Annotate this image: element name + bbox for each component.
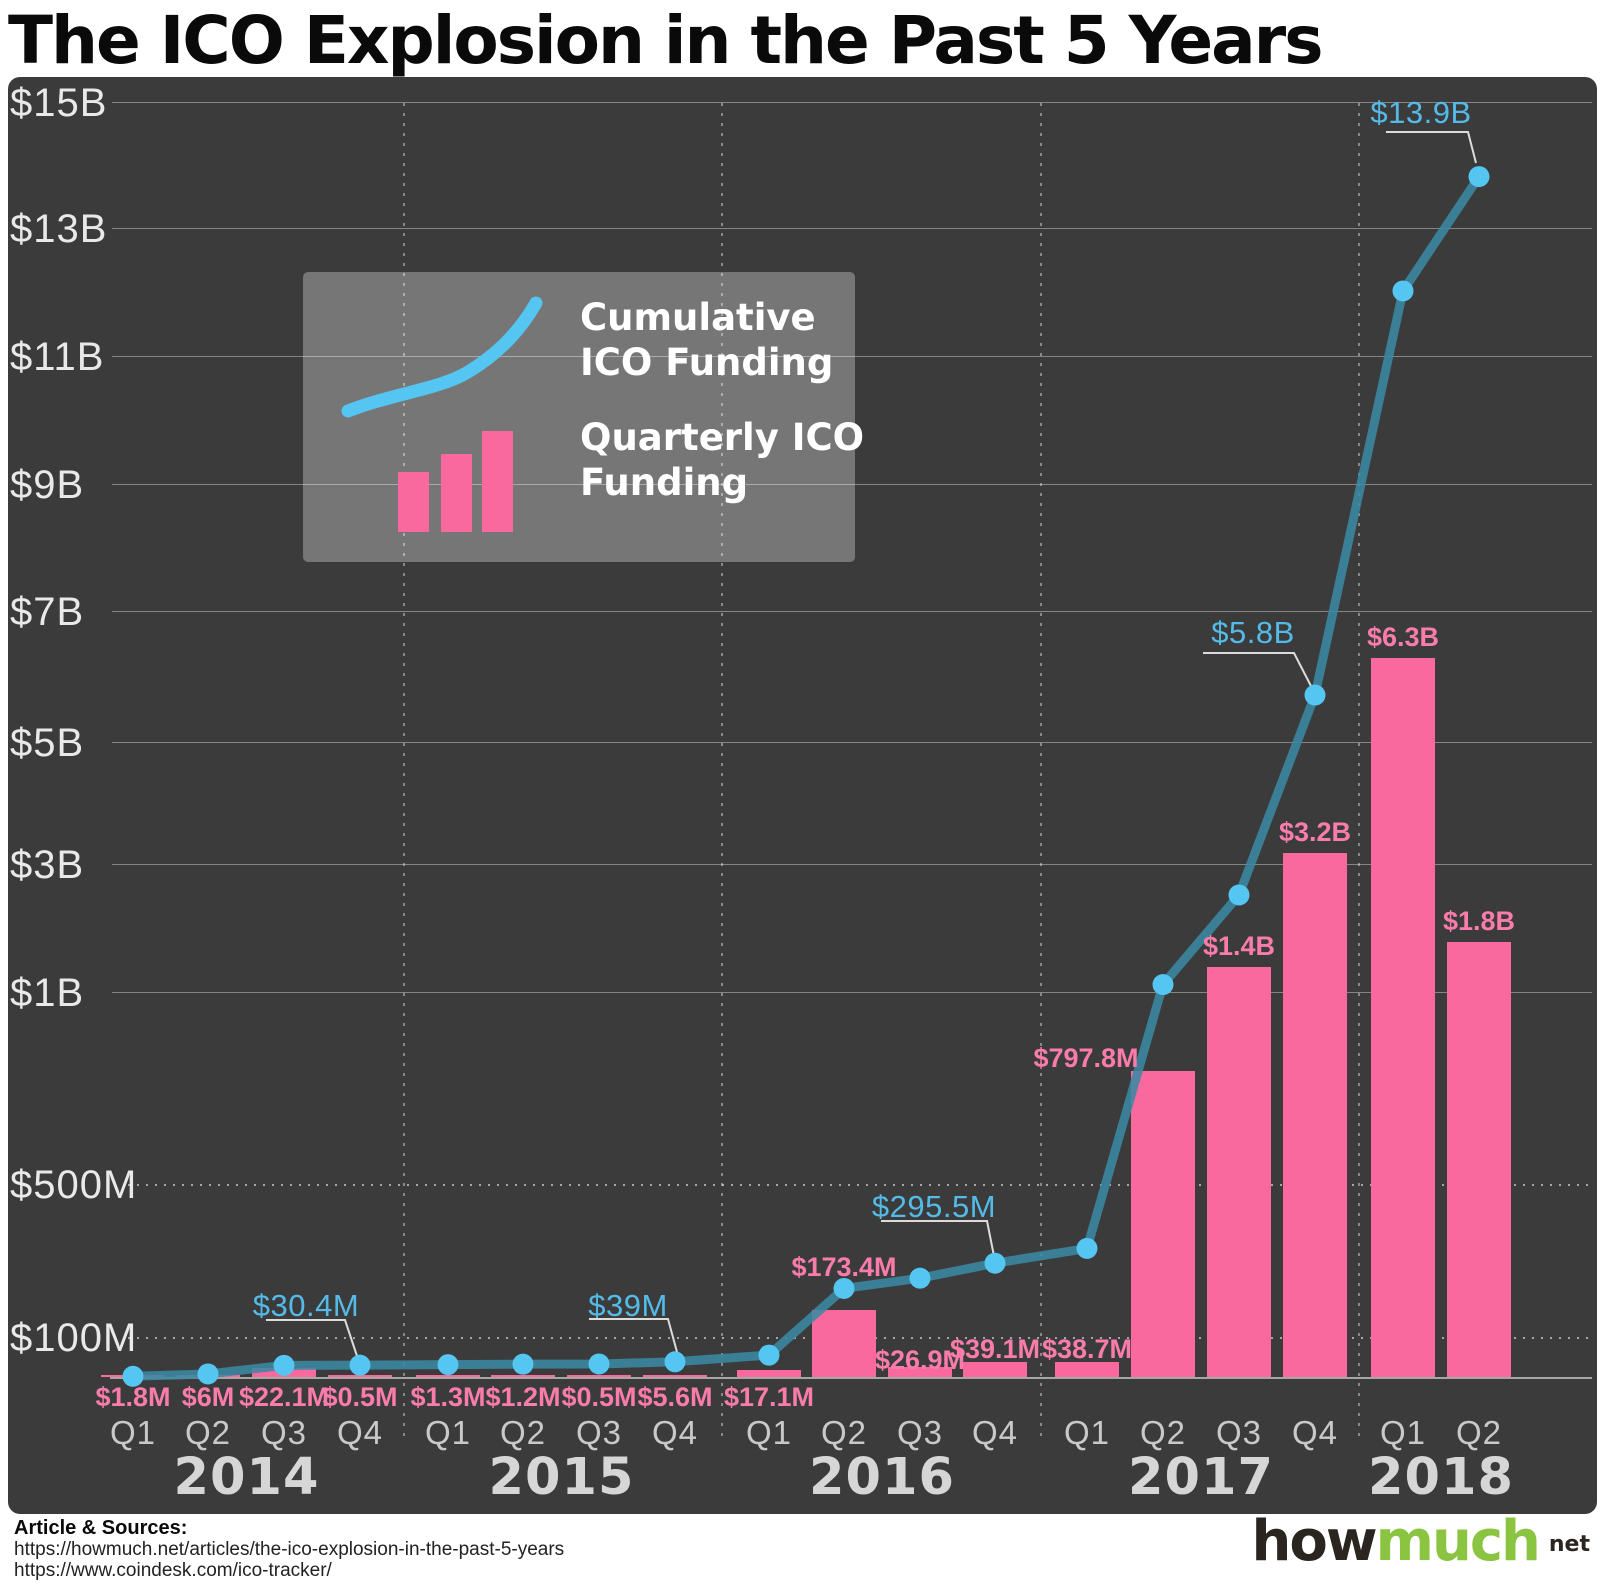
bar-$17.1M xyxy=(737,1370,801,1377)
bar-$173.4M xyxy=(812,1309,876,1377)
year-separator xyxy=(1358,103,1360,1442)
gridline-$3B xyxy=(112,864,1592,865)
x-axis-quarter-label: Q1 xyxy=(424,1414,472,1451)
logo-net: net xyxy=(1548,1532,1590,1557)
bar-$1.4B xyxy=(1207,967,1271,1377)
logo-how: how xyxy=(1251,1509,1378,1574)
sources-block: Article & Sources: https://howmuch.net/a… xyxy=(14,1517,565,1582)
y-axis-tick-label: $9B xyxy=(10,463,85,507)
page-title: The ICO Explosion in the Past 5 Years xyxy=(8,2,1323,79)
quarterly-bars-icon xyxy=(398,472,429,532)
y-axis-tick-label: $1B xyxy=(10,971,85,1015)
x-axis-quarter-label: Q3 xyxy=(896,1414,944,1451)
bar-value-label: $22.1M xyxy=(238,1382,330,1412)
x-axis-quarter-label: Q1 xyxy=(109,1414,157,1451)
bar-value-label: $797.8M xyxy=(1033,1042,1139,1073)
y-axis-tick-label: $5B xyxy=(10,721,85,765)
bar-value-label: $3.2B xyxy=(1278,816,1352,847)
howmuch-logo: how much net xyxy=(1252,1512,1590,1572)
cumulative-line-icon xyxy=(341,296,543,418)
bar-value-label: $1.8M xyxy=(95,1382,171,1412)
gridline-$1B xyxy=(112,992,1592,993)
legend-label-cumulative: Cumulative ICO Funding xyxy=(580,296,834,384)
bar-$3.2B xyxy=(1283,852,1347,1377)
cumulative-callout-label: $30.4M xyxy=(252,1288,360,1323)
x-axis-quarter-label: Q2 xyxy=(1139,1414,1187,1451)
bar-value-label: $0.5M xyxy=(322,1382,398,1412)
bar-value-label: $26.9M xyxy=(874,1344,966,1375)
bar-value-label: $5.6M xyxy=(637,1382,713,1412)
gridline-$13B xyxy=(112,228,1592,229)
x-axis-quarter-label: Q2 xyxy=(1455,1414,1503,1451)
x-axis-quarter-label: Q1 xyxy=(1063,1414,1111,1451)
x-axis-quarter-label: Q3 xyxy=(575,1414,623,1451)
bar-value-label: $1.4B xyxy=(1202,931,1276,962)
y-axis-tick-label: $100M xyxy=(10,1316,138,1360)
legend-box xyxy=(303,272,855,562)
y-axis-tick-label: $3B xyxy=(10,843,85,887)
bar-value-label: $6M xyxy=(181,1382,235,1412)
x-axis-quarter-label: Q4 xyxy=(1291,1414,1339,1451)
bar-value-label: $1.3M xyxy=(410,1382,486,1412)
bar-value-label: $6.3B xyxy=(1366,621,1440,652)
cumulative-callout-label: $5.8B xyxy=(1211,615,1295,650)
bar-$22.1M xyxy=(252,1368,316,1377)
bar-value-label: $1.2M xyxy=(485,1382,561,1412)
bar-value-label: $1.8B xyxy=(1442,905,1516,936)
x-axis-quarter-label: Q1 xyxy=(745,1414,793,1451)
gridline-$7B xyxy=(112,611,1592,612)
bar-$1.8B xyxy=(1447,941,1511,1377)
x-axis-quarter-label: Q2 xyxy=(184,1414,232,1451)
cumulative-callout-label: $39M xyxy=(588,1288,668,1323)
x-axis-quarter-label: Q2 xyxy=(499,1414,547,1451)
x-axis-quarter-label: Q2 xyxy=(820,1414,868,1451)
sources-heading: Article & Sources: xyxy=(14,1517,188,1539)
y-axis-tick-label: $13B xyxy=(10,207,108,251)
bar-value-label: $173.4M xyxy=(791,1251,897,1282)
x-axis-quarter-label: Q4 xyxy=(651,1414,699,1451)
x-axis-quarter-label: Q4 xyxy=(336,1414,384,1451)
bar-value-label: $0.5M xyxy=(561,1382,637,1412)
x-axis-quarter-label: Q4 xyxy=(971,1414,1019,1451)
y-axis-tick-label: $15B xyxy=(10,81,108,125)
cumulative-callout-label: $13.9B xyxy=(1370,95,1472,130)
cumulative-callout-label: $295.5M xyxy=(871,1189,997,1224)
x-axis-year-label: 2016 xyxy=(809,1448,955,1507)
bar-$6.3B xyxy=(1371,657,1435,1377)
year-separator xyxy=(1040,103,1042,1442)
gridline-$5B xyxy=(112,742,1592,743)
x-axis-quarter-label: Q1 xyxy=(1379,1414,1427,1451)
x-axis-year-label: 2014 xyxy=(173,1448,320,1507)
logo-much: much xyxy=(1375,1509,1541,1574)
bar-value-label: $38.7M xyxy=(1041,1333,1133,1364)
y-axis-tick-label: $11B xyxy=(10,335,105,379)
x-axis-year-label: 2018 xyxy=(1368,1448,1514,1507)
gridline-$15B xyxy=(112,102,1592,103)
bar-$797.8M xyxy=(1131,1070,1195,1377)
y-axis-tick-label: $500M xyxy=(10,1163,138,1207)
quarterly-bars-icon xyxy=(482,431,513,532)
x-axis-quarter-label: Q3 xyxy=(1215,1414,1263,1451)
bar-value-label: $39.1M xyxy=(949,1333,1041,1364)
bar-value-label: $17.1M xyxy=(723,1382,815,1412)
y-axis-tick-label: $7B xyxy=(10,590,85,634)
x-axis-year-label: 2017 xyxy=(1128,1448,1274,1507)
legend-label-quarterly: Quarterly ICO Funding xyxy=(580,416,865,504)
x-axis-line xyxy=(110,1377,1592,1379)
x-axis-quarter-label: Q3 xyxy=(260,1414,308,1451)
source-url: https://www.coindesk.com/ico-tracker/ xyxy=(14,1560,332,1581)
x-axis-year-label: 2015 xyxy=(488,1448,635,1507)
source-url: https://howmuch.net/articles/the-ico-exp… xyxy=(14,1539,565,1560)
quarterly-bars-icon xyxy=(441,454,472,532)
